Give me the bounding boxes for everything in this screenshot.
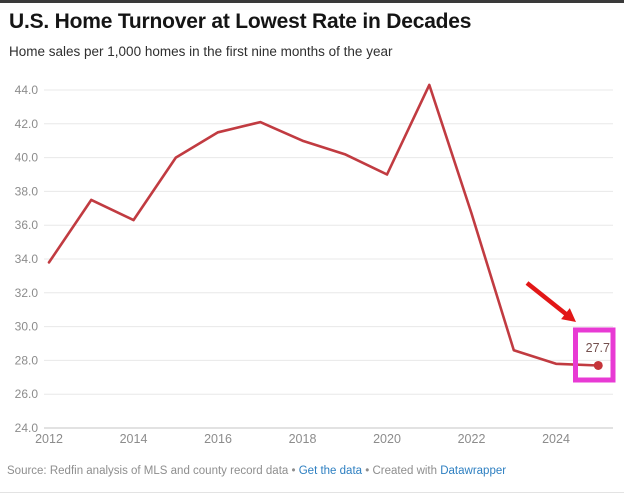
bottom-divider: [0, 492, 624, 493]
source-text: Redfin analysis of MLS and county record…: [49, 465, 289, 477]
annotation-arrow-shaft: [525, 281, 569, 317]
y-axis-tick-label: 32.0: [15, 286, 39, 300]
y-axis-tick-label: 28.0: [15, 353, 39, 367]
y-axis-tick-label: 24.0: [15, 421, 39, 435]
x-axis-tick-label: 2016: [204, 432, 232, 446]
y-axis-tick-label: 38.0: [15, 184, 39, 198]
y-axis-tick-label: 36.0: [15, 218, 39, 232]
end-value-label: 27.7: [586, 341, 610, 355]
x-axis-tick-label: 2024: [542, 432, 570, 446]
x-axis-tick-label: 2022: [458, 432, 486, 446]
window-top-edge: [0, 0, 624, 3]
x-axis-tick-label: 2014: [120, 432, 148, 446]
annotation-arrow-head: [561, 308, 576, 322]
y-axis-tick-label: 30.0: [15, 320, 39, 334]
chart-footer: Source: Redfin analysis of MLS and count…: [0, 464, 617, 479]
data-line: [47, 83, 600, 367]
source-prefix: Source:: [7, 465, 47, 477]
chart-header: U.S. Home Turnover at Lowest Rate in Dec…: [0, 3, 624, 60]
x-axis-tick-label: 2018: [289, 432, 317, 446]
y-axis-tick-label: 42.0: [15, 117, 39, 131]
footer-separator: •: [365, 465, 370, 477]
end-point-dot: [593, 360, 603, 370]
chart-subtitle: Home sales per 1,000 homes in the first …: [9, 44, 393, 59]
x-axis-tick-label: 2020: [373, 432, 401, 446]
line-chart: 24.0 26.0 28.0 30.0 32.0 34.0 36.0 38.0 40.0 42.0…: [15, 83, 616, 446]
y-axis-tick-label: 34.0: [15, 252, 39, 266]
y-axis-tick-label: 44.0: [15, 83, 39, 97]
page-title: U.S. Home Turnover at Lowest Rate in Dec…: [9, 10, 472, 33]
get-the-data-link[interactable]: Get the data: [298, 465, 363, 477]
created-with-text: Created with: [372, 465, 438, 477]
highlight-box: [573, 327, 616, 383]
y-axis-tick-label: 40.0: [15, 151, 39, 165]
y-axis-tick-label: 26.0: [15, 387, 39, 401]
datawrapper-link[interactable]: Datawrapper: [440, 465, 507, 477]
footer-separator: •: [291, 465, 296, 477]
x-axis-tick-label: 2012: [35, 432, 63, 446]
